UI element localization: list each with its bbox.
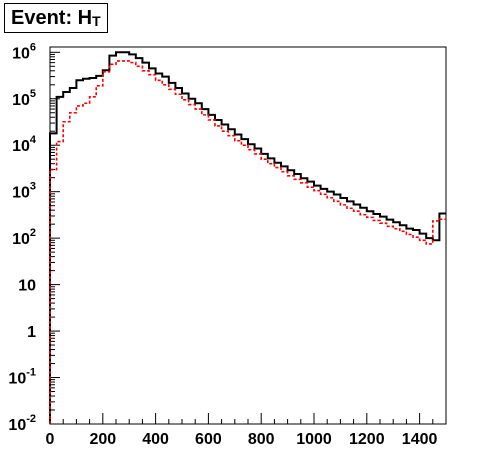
y-tick-base-5: 10 xyxy=(12,185,30,202)
y-tick-base-6: 10 xyxy=(12,138,30,155)
y-tick-label-2: 1 xyxy=(27,324,36,341)
y-tick-exp-8: 6 xyxy=(30,41,36,53)
y-tick-label-7: 105 xyxy=(12,88,36,109)
y-tick-base-2: 1 xyxy=(27,324,36,341)
x-tick-label-0: 0 xyxy=(46,431,55,448)
y-tick-label-8: 106 xyxy=(12,41,36,62)
y-tick-exp-7: 5 xyxy=(30,88,36,100)
y-tick-label-0: 10-2 xyxy=(8,413,36,434)
y-tick-exp-4: 2 xyxy=(30,227,36,239)
x-tick-label-7: 1400 xyxy=(402,431,438,448)
y-tick-exp-1: -1 xyxy=(26,367,36,379)
chart-title-text: Event: H xyxy=(11,6,93,29)
series-layer xyxy=(49,51,446,424)
y-tick-base-0: 10 xyxy=(8,417,26,434)
x-tick-label-4: 800 xyxy=(248,431,275,448)
y-tick-exp-6: 4 xyxy=(30,134,37,146)
x-axis-ticks: 0 200 400 600 800 1000 1200 1400 xyxy=(46,413,438,448)
y-tick-label-3: 10 xyxy=(18,278,36,295)
y-tick-label-6: 104 xyxy=(12,134,37,155)
x-tick-label-1: 200 xyxy=(89,431,116,448)
y-tick-base-8: 10 xyxy=(12,45,30,62)
x-tick-label-6: 1200 xyxy=(349,431,385,448)
y-tick-label-5: 103 xyxy=(12,181,36,202)
series-1-histogram-line xyxy=(49,60,446,424)
series-0-histogram-line xyxy=(49,51,446,424)
y-tick-base-3: 10 xyxy=(18,278,36,295)
y-tick-label-1: 10-1 xyxy=(8,367,36,388)
chart-title-subscript: T xyxy=(92,13,101,29)
y-tick-exp-5: 3 xyxy=(30,181,36,193)
y-tick-exp-0: -2 xyxy=(26,413,36,425)
x-tick-label-3: 600 xyxy=(195,431,222,448)
y-tick-base-7: 10 xyxy=(12,92,30,109)
plot-frame xyxy=(49,46,447,425)
x-tick-label-2: 400 xyxy=(142,431,169,448)
y-tick-base-4: 10 xyxy=(12,231,30,248)
y-tick-base-1: 10 xyxy=(8,371,26,388)
x-tick-label-5: 1000 xyxy=(296,431,332,448)
y-tick-label-4: 102 xyxy=(12,227,36,248)
